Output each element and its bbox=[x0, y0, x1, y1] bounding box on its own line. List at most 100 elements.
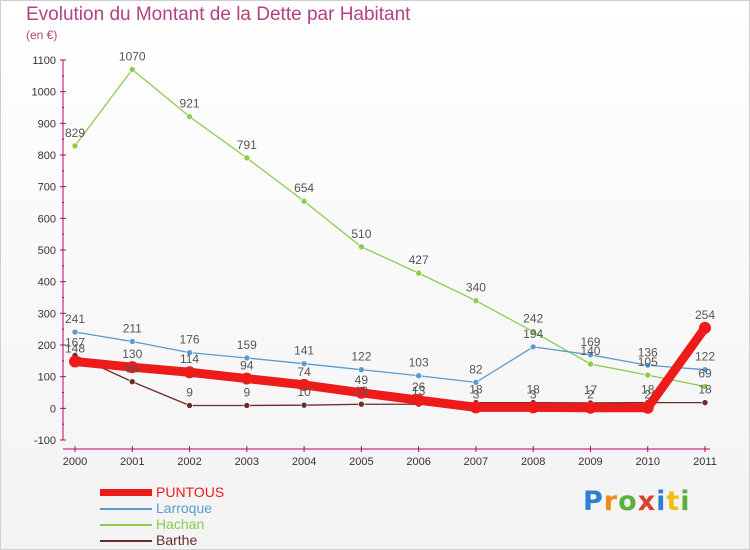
x-tick-label: 2009 bbox=[578, 456, 602, 468]
data-label: 18 bbox=[469, 383, 483, 397]
logo-letter: i bbox=[680, 486, 691, 517]
data-label: 94 bbox=[240, 359, 254, 373]
data-point bbox=[472, 297, 480, 304]
x-tick-label: 2000 bbox=[63, 456, 87, 468]
data-label: 167 bbox=[65, 335, 85, 349]
data-label: 176 bbox=[180, 333, 200, 347]
data-label: 829 bbox=[65, 126, 85, 140]
data-point bbox=[355, 386, 368, 399]
x-tick-label: 2004 bbox=[292, 456, 316, 468]
y-tick-label: 100 bbox=[38, 372, 56, 384]
legend-label-hachan: Hachan bbox=[156, 516, 205, 532]
data-label: 159 bbox=[237, 338, 257, 352]
data-point bbox=[641, 401, 654, 414]
data-point bbox=[358, 243, 365, 251]
data-point bbox=[69, 355, 81, 368]
data-point bbox=[243, 402, 251, 409]
data-label: 921 bbox=[180, 97, 200, 111]
data-point bbox=[186, 402, 193, 409]
data-label: 103 bbox=[409, 356, 429, 370]
x-tick-label: 2008 bbox=[521, 456, 545, 468]
data-point bbox=[415, 372, 422, 380]
data-point bbox=[300, 197, 308, 205]
data-point bbox=[701, 399, 709, 406]
legend-item-larroque: Larroque bbox=[100, 500, 300, 517]
chart-subtitle: (en €) bbox=[26, 28, 58, 42]
y-tick-label: 900 bbox=[38, 118, 56, 130]
data-label: 140 bbox=[580, 344, 600, 358]
series-line-puntous bbox=[70, 323, 710, 413]
data-point bbox=[587, 360, 594, 368]
data-label: 122 bbox=[351, 350, 371, 364]
data-point bbox=[300, 401, 308, 409]
data-point bbox=[243, 154, 251, 162]
y-tick-label: 600 bbox=[38, 213, 56, 225]
data-label: 3 bbox=[530, 387, 537, 401]
data-label: 148 bbox=[65, 341, 85, 355]
x-tick-label: 2001 bbox=[120, 456, 144, 468]
data-label: 13 bbox=[355, 384, 369, 398]
y-tick-label: -100 bbox=[34, 435, 56, 447]
legend-item-barthe: Barthe bbox=[100, 532, 300, 549]
data-point bbox=[128, 66, 136, 73]
data-point bbox=[527, 401, 540, 414]
x-tick-label: 2007 bbox=[464, 456, 488, 468]
data-point bbox=[644, 361, 652, 369]
logo-letter: x bbox=[637, 486, 657, 517]
logo-letter: r bbox=[603, 486, 619, 517]
data-point bbox=[183, 366, 196, 379]
data-point bbox=[701, 383, 709, 390]
data-label: 69 bbox=[698, 366, 712, 380]
data-label: 114 bbox=[180, 352, 199, 366]
x-tick-label: 2003 bbox=[235, 456, 259, 468]
data-point bbox=[415, 269, 422, 277]
data-label: 654 bbox=[294, 181, 314, 195]
data-point bbox=[298, 378, 311, 391]
data-label: 136 bbox=[638, 345, 658, 359]
data-label: 194 bbox=[523, 327, 543, 341]
legend: PUNTOUS Larroque Hachan Barthe bbox=[100, 484, 300, 549]
y-tick-label: 1000 bbox=[32, 87, 56, 99]
data-point bbox=[472, 379, 480, 386]
y-tick-label: 200 bbox=[38, 340, 56, 352]
y-tick-label: 400 bbox=[38, 277, 56, 289]
data-label: 2 bbox=[644, 388, 651, 402]
logo-letter: P bbox=[583, 486, 604, 517]
legend-item-puntous: PUNTOUS bbox=[100, 484, 300, 501]
data-point bbox=[469, 401, 482, 414]
data-label: 105 bbox=[638, 355, 658, 369]
data-point bbox=[71, 328, 79, 336]
series-line-barthe bbox=[74, 354, 706, 407]
legend-item-hachan: Hachan bbox=[100, 516, 300, 533]
logo-letter: o bbox=[618, 486, 638, 517]
data-label: 791 bbox=[237, 138, 257, 152]
data-label: 9 bbox=[243, 385, 250, 399]
data-label: 84 bbox=[126, 362, 140, 376]
data-point bbox=[300, 360, 308, 367]
data-point bbox=[186, 113, 193, 120]
y-tick-label: 300 bbox=[38, 308, 56, 320]
data-label: 340 bbox=[466, 281, 486, 295]
data-point bbox=[128, 338, 136, 345]
legend-label-puntous: PUNTOUS bbox=[156, 484, 225, 500]
data-point bbox=[701, 366, 709, 374]
data-label: 427 bbox=[409, 253, 429, 267]
series-line-larroque bbox=[74, 331, 706, 384]
legend-label-barthe: Barthe bbox=[156, 532, 198, 548]
data-label: 26 bbox=[412, 380, 426, 394]
y-tick-label: 1100 bbox=[32, 55, 56, 67]
data-label: 17 bbox=[584, 383, 598, 397]
data-point bbox=[126, 361, 139, 374]
data-label: 49 bbox=[355, 373, 369, 387]
data-point bbox=[529, 328, 537, 336]
x-tick-label: 2011 bbox=[693, 456, 717, 468]
x-tick-label: 2010 bbox=[635, 456, 659, 468]
data-point bbox=[240, 372, 253, 385]
data-point bbox=[412, 394, 425, 407]
x-tick-label: 2006 bbox=[406, 456, 430, 468]
y-tick-label: 500 bbox=[38, 245, 56, 257]
data-label: 241 bbox=[65, 312, 85, 326]
data-label: 510 bbox=[351, 227, 371, 241]
